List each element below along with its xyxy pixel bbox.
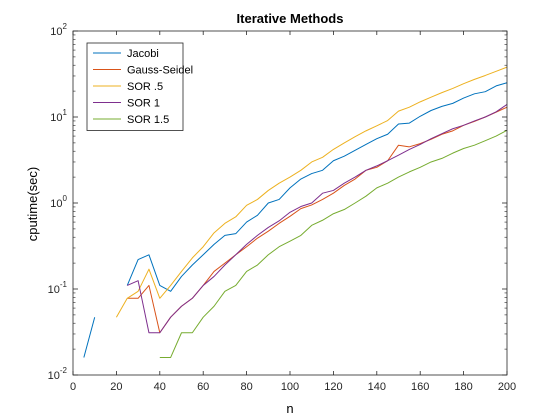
series-line-2 [115,66,508,318]
series-lines [83,66,508,358]
legend-label: Gauss-Seidel [127,65,193,77]
series-3 [127,104,508,334]
x-tick-label: 120 [324,381,342,393]
series-2 [115,66,508,318]
legend-label: SOR .5 [127,81,163,93]
x-axis-label: n [286,401,293,416]
x-tick-label: 80 [240,381,252,393]
series-line-0 [83,82,508,358]
x-tick-label: 140 [368,381,386,393]
legend-box [86,42,184,131]
series-line-4 [159,129,508,358]
series-line-3 [127,104,508,334]
legend: Jacobi Gauss-Seidel SOR .5 SOR 1 SOR 1.5 [86,42,193,131]
axes: 0 20 40 60 80 100 120 140 160 180 200 10-2 10-1 100 10… [48,22,517,393]
x-tick-label: 40 [154,381,166,393]
legend-label: SOR 1 [127,98,160,110]
y-tick-label: 10-1 [48,280,68,296]
series-0 [83,82,508,358]
x-tick-label: 200 [498,381,516,393]
legend-label: SOR 1.5 [127,114,169,126]
legend-entry: SOR 1.5 [93,114,169,126]
x-tick-label: 20 [110,381,122,393]
y-tick-label: 102 [50,22,67,38]
x-tick-label: 0 [70,381,76,393]
x-tick-label: 160 [411,381,429,393]
x-tick-label: 60 [197,381,209,393]
chart-title: Iterative Methods [237,11,344,26]
legend-entry: Gauss-Seidel [93,65,193,77]
legend-entry: SOR .5 [93,81,163,93]
y-tick-label: 101 [50,108,67,124]
series-4 [159,129,508,358]
y-tick-label: 100 [50,194,67,210]
x-tick-label: 100 [281,381,299,393]
x-tick-label: 180 [454,381,472,393]
legend-label: Jacobi [127,48,159,60]
legend-entry: SOR 1 [93,98,160,110]
legend-entry: Jacobi [93,48,159,60]
y-tick-label: 10-2 [48,366,68,382]
y-axis-label: cputime(sec) [25,167,40,241]
